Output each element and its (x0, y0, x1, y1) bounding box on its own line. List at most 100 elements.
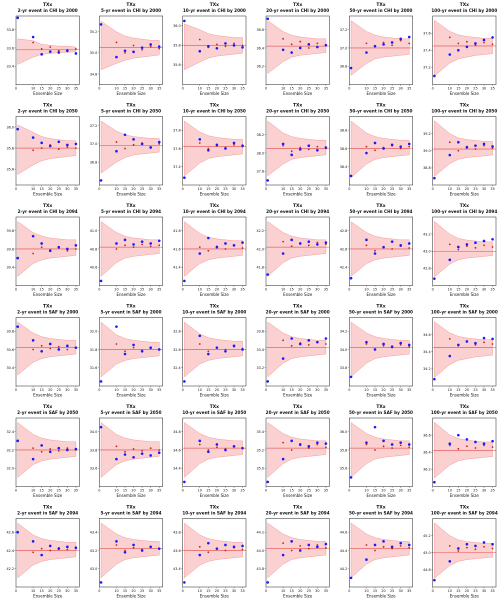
x-tick-label: 15 (373, 87, 377, 91)
blue-point (457, 140, 460, 144)
subplot-suptitle: TXx (126, 404, 135, 410)
x-tick-label: 0 (432, 489, 434, 493)
x-axis-label: Ensemble Size (116, 393, 146, 398)
x-tick-label: 20 (131, 187, 135, 191)
x-tick-label: 35 (490, 589, 494, 593)
x-tick-label: 25 (57, 489, 61, 493)
red-point (290, 150, 293, 153)
subplot-suptitle: TXx (376, 505, 385, 511)
x-tick-label: 15 (206, 187, 210, 191)
x-tick-label: 35 (407, 489, 411, 493)
blue-point (123, 49, 127, 53)
x-tick-label: 10 (281, 288, 285, 292)
x-tick-label: 35 (490, 288, 494, 292)
red-point (316, 145, 319, 148)
red-point (491, 446, 494, 449)
x-tick-label: 0 (182, 589, 184, 593)
blue-point (365, 151, 368, 155)
x-tick-label: 35 (324, 388, 328, 392)
axes-frame (265, 417, 330, 487)
blue-point (433, 578, 436, 582)
y-tick-label: 43.2 (90, 549, 98, 553)
x-tick-label: 0 (348, 388, 350, 392)
x-tick-label: 15 (456, 187, 460, 191)
blue-point (57, 51, 61, 54)
red-point (374, 149, 376, 152)
blue-point (349, 576, 353, 580)
axes-frame (182, 216, 247, 286)
x-tick-label: 25 (57, 589, 61, 593)
red-point (448, 243, 451, 246)
y-tick-label: 35.0 (90, 51, 98, 55)
x-tick-label: 25 (57, 187, 61, 191)
blue-point (99, 380, 103, 383)
x-axis-label: Ensemble Size (200, 91, 230, 96)
y-tick-label: 44.8 (423, 568, 431, 572)
subplot-suptitle: TXx (376, 203, 385, 209)
blue-point (16, 439, 20, 443)
subplot-suptitle: TXx (43, 404, 52, 410)
blue-point (74, 52, 78, 55)
subplot-suptitle: TXx (126, 505, 135, 511)
y-tick-label: 36.6 (256, 28, 264, 32)
red-point (241, 247, 244, 249)
blue-point (482, 442, 486, 445)
blue-point (123, 238, 127, 242)
red-point (457, 447, 460, 450)
red-point (132, 143, 135, 146)
x-tick-label: 0 (182, 288, 184, 292)
blue-point (448, 442, 452, 445)
blue-point (373, 141, 377, 145)
blue-point (241, 544, 244, 548)
blue-point (290, 540, 293, 543)
red-point (124, 147, 126, 150)
blue-point (390, 143, 394, 147)
blue-point (241, 144, 244, 148)
red-point (141, 243, 144, 246)
red-point (207, 147, 210, 150)
x-tick-label: 20 (48, 489, 52, 493)
y-tick-label: 44.2 (256, 531, 264, 535)
y-tick-label: 33.8 (340, 366, 348, 370)
x-tick-label: 35 (240, 589, 244, 593)
x-axis-label: Ensemble Size (200, 292, 230, 297)
x-tick-label: 15 (123, 187, 127, 191)
x-axis-label: Ensemble Size (366, 594, 396, 599)
blue-point (198, 439, 202, 443)
x-tick-label: 30 (399, 87, 403, 91)
confidence-band (184, 120, 243, 177)
x-tick-label: 30 (149, 589, 153, 593)
blue-point (207, 148, 210, 152)
red-point (408, 546, 411, 549)
x-tick-label: 35 (240, 187, 244, 191)
subplot-title: 10-yr event in SAF by 2050 (182, 410, 246, 415)
x-tick-label: 20 (215, 288, 219, 292)
blue-point (149, 346, 152, 349)
red-point (483, 41, 485, 44)
red-point (325, 243, 327, 246)
confidence-band (350, 422, 410, 478)
axes-frame (182, 518, 247, 588)
y-tick-label: 35.8 (6, 146, 14, 150)
red-point (474, 344, 477, 346)
blue-point (40, 53, 43, 56)
blue-point (232, 141, 236, 145)
y-tick-label: 34.0 (90, 430, 98, 434)
x-tick-label: 10 (198, 489, 202, 493)
red-point (49, 347, 52, 350)
red-point (365, 544, 368, 546)
x-axis-label: Ensemble Size (33, 292, 63, 297)
blue-point (281, 48, 285, 52)
blue-point (66, 143, 69, 147)
blue-point (482, 239, 486, 243)
blue-point (324, 43, 328, 47)
red-point (40, 147, 43, 150)
blue-point (316, 545, 319, 549)
y-tick-label: 36.0 (6, 125, 14, 129)
